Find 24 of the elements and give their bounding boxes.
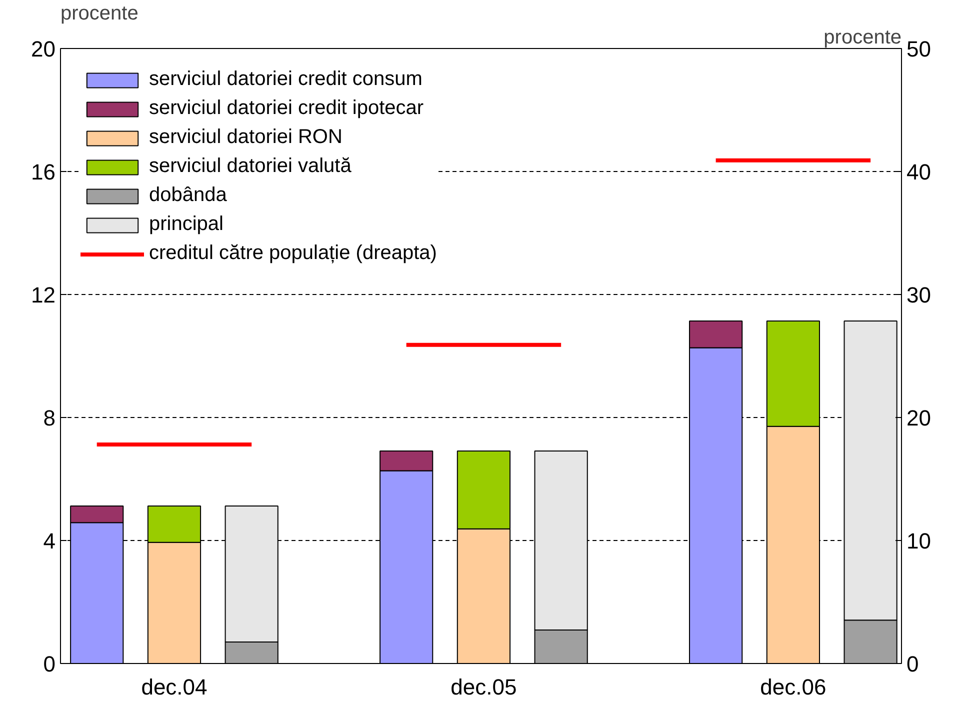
y2-tick-label: 40 [906, 160, 931, 184]
legend-label: serviciul datoriei credit ipotecar [149, 97, 424, 120]
y-tick-label: 4 [43, 528, 56, 554]
y-tick-label: 0 [43, 652, 56, 676]
x-tick-label: dec.06 [760, 674, 826, 700]
y2-tick-label: 0 [906, 652, 919, 676]
y2-tick-label: 20 [906, 406, 931, 430]
legend-label: principal [149, 213, 224, 236]
y2-tick-label: 30 [906, 282, 931, 308]
legend-label: creditul către populație (dreapta) [149, 242, 437, 265]
y-axis-title: procente [60, 2, 138, 24]
legend-label: serviciul datoriei credit consum [149, 68, 422, 91]
y-tick-label: 12 [31, 282, 56, 308]
legend-label: serviciul datoriei RON [149, 126, 342, 149]
y2-tick-label: 50 [906, 36, 931, 62]
y2-axis-title: procente [824, 26, 902, 48]
y-tick-label: 8 [43, 406, 56, 430]
x-tick-label: dec.04 [141, 674, 208, 700]
y-tick-label: 16 [31, 160, 56, 184]
y-tick-label: 20 [31, 36, 56, 62]
x-tick-label: dec.05 [450, 674, 517, 700]
legend-label: dobânda [149, 184, 227, 207]
legend-label: serviciul datoriei valută [149, 155, 352, 178]
y2-tick-label: 10 [906, 528, 931, 554]
